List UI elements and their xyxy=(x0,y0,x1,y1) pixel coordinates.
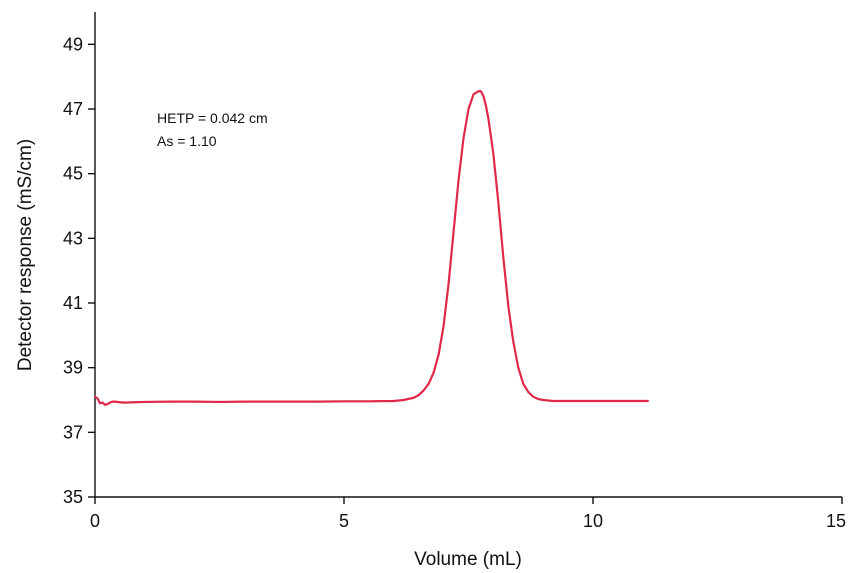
axes xyxy=(94,12,842,498)
y-tick-label-43: 43 xyxy=(63,228,83,248)
y-tick-label-45: 45 xyxy=(63,164,83,184)
x-tick-label-15: 15 xyxy=(826,511,846,531)
y-ticks: 35 37 39 41 43 45 47 49 xyxy=(63,34,95,507)
y-tick-label-49: 49 xyxy=(63,34,83,54)
annotation-hetp: HETP = 0.042 cm xyxy=(157,110,268,126)
x-tick-label-10: 10 xyxy=(583,511,603,531)
y-tick-label-39: 39 xyxy=(63,358,83,378)
annotation-asymmetry: As = 1.10 xyxy=(157,133,217,149)
series-line-0 xyxy=(93,90,649,406)
y-axis-title: Detector response (mS/cm) xyxy=(15,139,36,371)
y-tick-label-47: 47 xyxy=(63,99,83,119)
x-ticks: 0 5 10 15 xyxy=(90,497,846,531)
x-axis-title: Volume (mL) xyxy=(414,549,522,570)
series-layer xyxy=(93,90,649,406)
y-tick-label-37: 37 xyxy=(63,422,83,442)
y-tick-label-35: 35 xyxy=(63,487,83,507)
x-tick-label-0: 0 xyxy=(90,511,100,531)
y-tick-label-41: 41 xyxy=(63,293,83,313)
x-tick-label-5: 5 xyxy=(339,511,349,531)
